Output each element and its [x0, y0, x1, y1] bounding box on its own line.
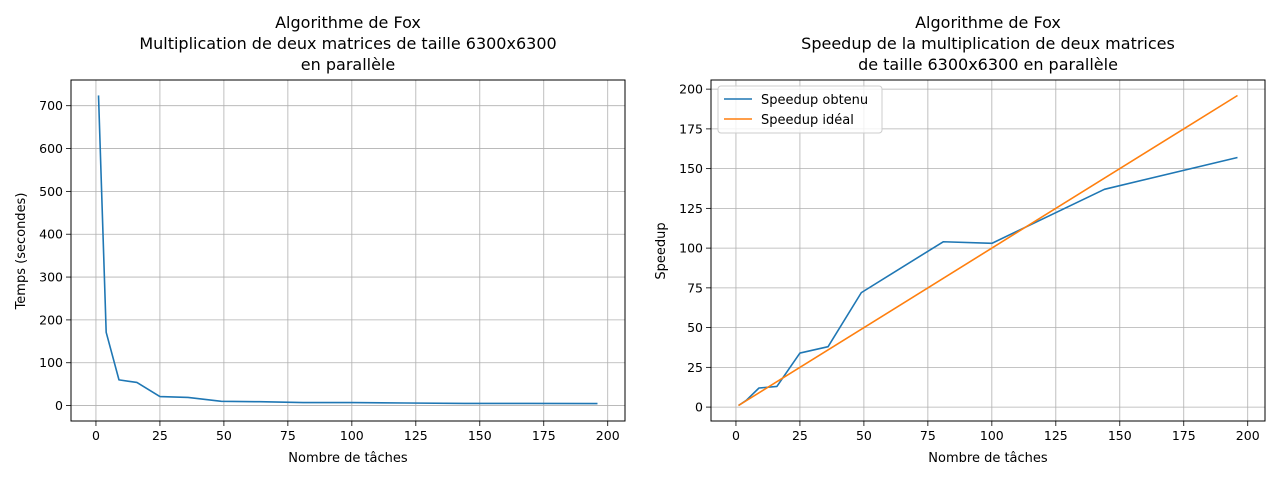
chart-speedup-series [738, 94, 1238, 407]
x-tick-label: 175 [1172, 428, 1196, 443]
y-tick-label: 150 [679, 161, 703, 176]
chart-time-series [97, 95, 598, 405]
x-tick-label: 100 [980, 428, 1004, 443]
chart-time-axes-frame [70, 79, 626, 422]
chart-speedup-ylabel: Speedup [654, 222, 669, 279]
chart-time-ylabel: Temps (secondes) [14, 193, 29, 311]
y-tick-label: 0 [695, 400, 703, 415]
y-tick-label: 175 [679, 121, 703, 136]
chart-speedup-title-line-2: Speedup de la multiplication de deux mat… [801, 34, 1175, 53]
x-tick-label: 0 [732, 428, 740, 443]
x-tick-label: 100 [340, 428, 364, 443]
x-tick-label: 25 [152, 428, 168, 443]
x-tick-label: 200 [1236, 428, 1260, 443]
chart-time-title-line-3: en parallèle [301, 55, 395, 74]
legend-box [717, 85, 883, 134]
x-tick-label: 25 [792, 428, 808, 443]
chart-speedup-title-line-3: de taille 6300x6300 en parallèle [858, 55, 1118, 74]
y-tick-label: 700 [39, 98, 63, 113]
chart-speedup-title-line-1: Algorithme de Fox [915, 13, 1061, 32]
series-line-speedup-id-al [738, 94, 1238, 407]
y-tick-label: 200 [39, 312, 63, 327]
chart-time-grid [71, 80, 625, 421]
y-tick-label: 0 [55, 398, 63, 413]
x-tick-label: 50 [856, 428, 872, 443]
legend-label-speedup-ideal: Speedup idéal [761, 113, 854, 128]
x-tick-label: 150 [1108, 428, 1132, 443]
y-tick-label: 100 [39, 355, 63, 370]
y-tick-label: 75 [687, 280, 703, 295]
chart-time: Algorithme de Fox Multiplication de deux… [14, 13, 626, 466]
chart-time-title-line-2: Multiplication de deux matrices de taill… [139, 34, 556, 53]
y-tick-label: 100 [679, 241, 703, 256]
x-tick-label: 125 [1044, 428, 1068, 443]
chart-speedup-ticks: 0 25 50 75 100 125 150 175 200 0 25 50 75 100 125 150 17… [679, 82, 1260, 443]
y-tick-label: 300 [39, 270, 63, 285]
y-tick-label: 400 [39, 227, 63, 242]
chart-speedup: Algorithme de Fox Speedup de la multipli… [654, 13, 1266, 466]
x-tick-label: 200 [596, 428, 620, 443]
y-tick-label: 25 [687, 360, 703, 375]
chart-speedup-legend: Speedup obtenu Speedup idéal [717, 85, 883, 134]
y-tick-label: 50 [687, 320, 703, 335]
series-line-0 [97, 95, 598, 405]
x-tick-label: 150 [468, 428, 492, 443]
x-tick-label: 175 [532, 428, 556, 443]
y-tick-label: 125 [679, 201, 703, 216]
legend-label-speedup-obtenu: Speedup obtenu [761, 93, 868, 108]
y-tick-label: 200 [679, 82, 703, 97]
x-tick-label: 125 [404, 428, 428, 443]
y-tick-label: 500 [39, 184, 63, 199]
x-tick-label: 75 [920, 428, 936, 443]
chart-time-ticks: 0 25 50 75 100 125 150 175 200 0 100 200 300 400 500 60… [39, 98, 620, 443]
x-tick-label: 75 [280, 428, 296, 443]
x-tick-label: 50 [216, 428, 232, 443]
chart-time-xlabel: Nombre de tâches [288, 451, 408, 466]
chart-speedup-xlabel: Nombre de tâches [928, 451, 1048, 466]
chart-time-title-line-1: Algorithme de Fox [275, 13, 421, 32]
chart-speedup-axes-frame [710, 79, 1266, 422]
x-tick-label: 0 [92, 428, 100, 443]
y-tick-label: 600 [39, 141, 63, 156]
